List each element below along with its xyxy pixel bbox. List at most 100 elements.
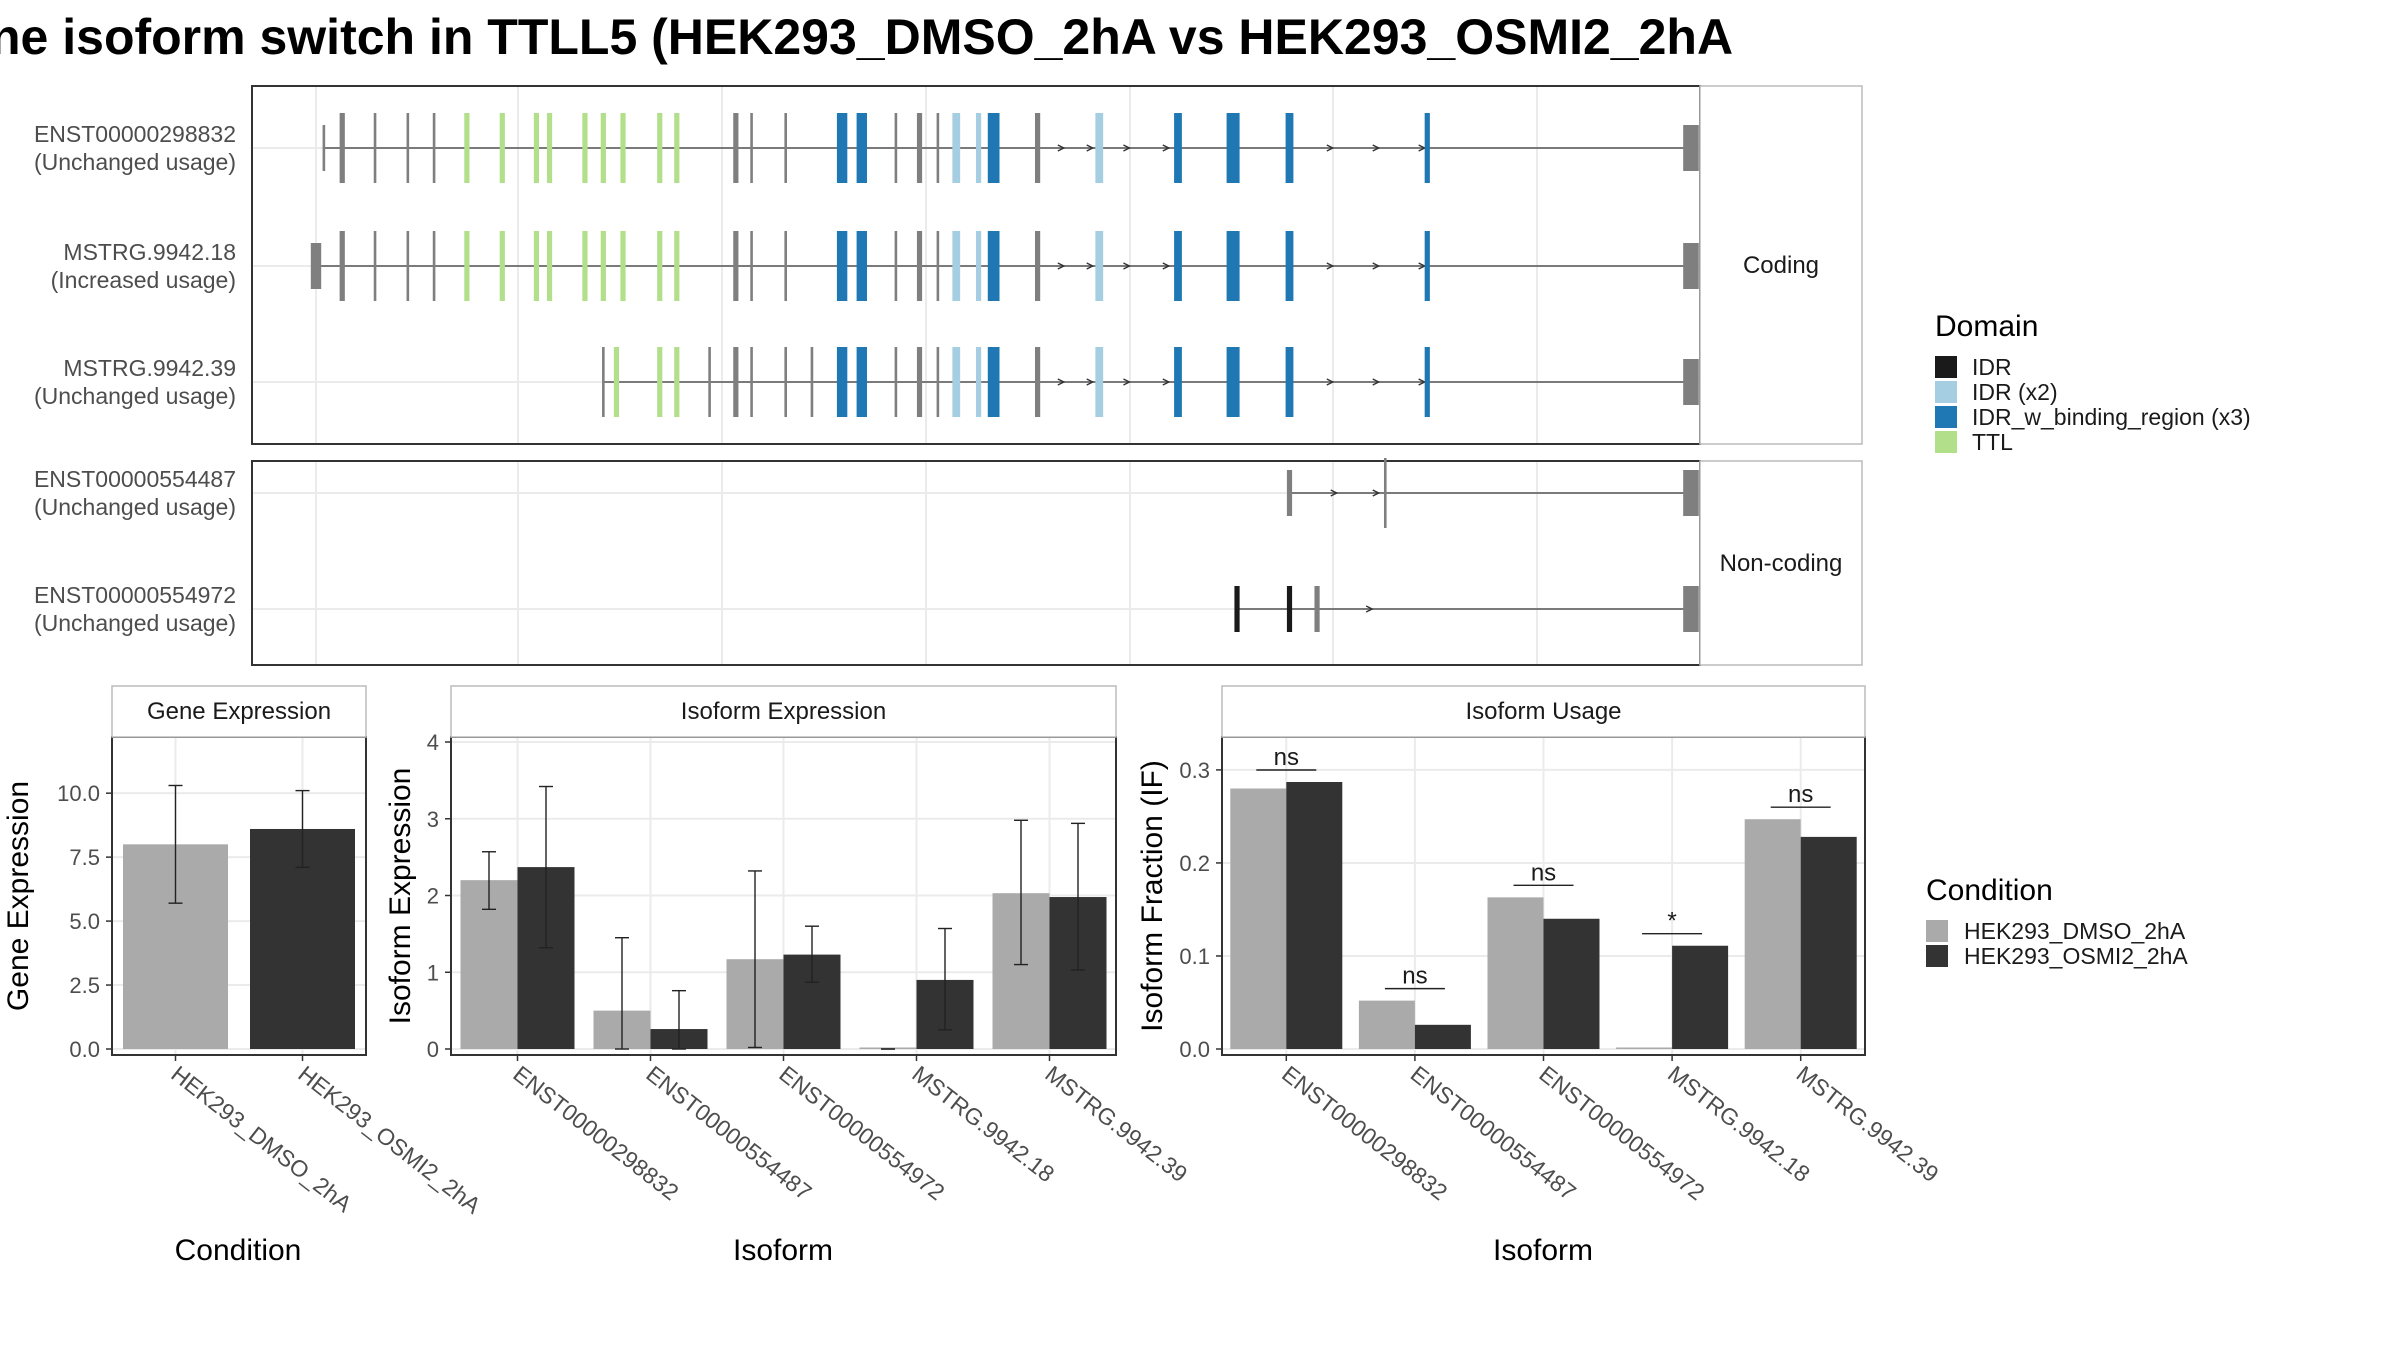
exon-block xyxy=(1424,347,1430,417)
exon-block xyxy=(373,231,377,301)
exon-block xyxy=(1683,359,1699,405)
exon-block xyxy=(987,113,996,183)
exon-block xyxy=(894,347,898,417)
exon-block xyxy=(602,347,605,417)
strand-arrow xyxy=(1162,262,1171,270)
transcript-row: ENST00000298832(Unchanged usage) xyxy=(34,113,1699,183)
exon-block xyxy=(936,347,940,417)
exon-block xyxy=(1286,586,1293,632)
y-axis-title: Isoform Fraction (IF) xyxy=(1136,760,1169,1032)
exon-block xyxy=(784,113,787,183)
exon-block xyxy=(339,231,345,301)
significance-label: * xyxy=(1667,908,1676,935)
chart-strip xyxy=(450,685,1117,738)
exon-block xyxy=(1683,125,1699,171)
exon-block xyxy=(952,347,961,417)
chart-title: Gene Expression xyxy=(147,698,331,725)
bar xyxy=(1616,1047,1673,1049)
exon-block xyxy=(657,347,663,417)
y-tick-label: 10.0 xyxy=(57,781,100,806)
condition-legend-swatch xyxy=(1926,920,1948,942)
domain-legend-label: TTL xyxy=(1972,429,2013,455)
strand-arrow xyxy=(1086,262,1095,270)
bar-charts: Gene Expression0.02.55.07.510.0HEK293_DM… xyxy=(2,685,1944,1267)
exon-block xyxy=(916,113,923,183)
exon-block xyxy=(499,231,505,301)
bar xyxy=(1487,897,1544,1049)
exon-block xyxy=(991,113,1000,183)
exon-block xyxy=(1174,113,1182,183)
exon-block xyxy=(750,231,753,301)
exon-block xyxy=(533,231,540,301)
y-tick-label: 0.1 xyxy=(1179,944,1210,969)
transcript-name: MSTRG.9942.39 xyxy=(63,355,236,381)
exon-block xyxy=(674,113,680,183)
exon-block xyxy=(499,113,505,183)
exon-block xyxy=(916,347,923,417)
exon-block xyxy=(406,113,410,183)
strand-arrow xyxy=(1057,262,1066,270)
exon-block xyxy=(582,231,588,301)
condition-legend-label: HEK293_DMSO_2hA xyxy=(1964,918,2186,944)
strand-arrow xyxy=(1326,378,1335,386)
exon-block xyxy=(733,231,739,301)
exon-block xyxy=(708,347,711,417)
y-axis-title: Gene Expression xyxy=(2,781,35,1011)
exon-block xyxy=(1314,586,1320,632)
exon-block xyxy=(1095,347,1104,417)
domain-legend-label: IDR_w_binding_region (x3) xyxy=(1972,404,2251,430)
exon-block xyxy=(1683,470,1699,516)
exon-block xyxy=(975,231,982,301)
exon-block xyxy=(600,231,606,301)
strand-arrow xyxy=(1326,262,1335,270)
exon-block xyxy=(1174,347,1182,417)
exon-block xyxy=(1035,113,1041,183)
exon-block xyxy=(784,347,787,417)
exon-block xyxy=(464,231,470,301)
exon-block xyxy=(856,113,867,183)
exon-block xyxy=(856,347,867,417)
exon-block xyxy=(1424,113,1430,183)
domain-legend-swatch xyxy=(1935,381,1957,403)
exon-block xyxy=(322,125,326,171)
exon-block xyxy=(546,113,553,183)
exon-block xyxy=(952,231,961,301)
exon-block xyxy=(991,231,1000,301)
y-tick-label: 0.3 xyxy=(1179,758,1210,783)
domain-legend-swatch xyxy=(1935,431,1957,453)
x-tick-label: MSTRG.9942.39 xyxy=(1040,1060,1192,1187)
panel-strip-label: Coding xyxy=(1743,252,1819,279)
exon-block xyxy=(1226,347,1240,417)
exon-block xyxy=(975,347,982,417)
exon-block xyxy=(856,231,867,301)
exon-block xyxy=(310,243,322,289)
exon-block xyxy=(1234,586,1240,632)
strand-arrow xyxy=(1123,378,1132,386)
exon-block xyxy=(1285,113,1294,183)
significance-label: ns xyxy=(1274,744,1299,771)
strand-arrow xyxy=(1330,489,1339,497)
exon-block xyxy=(894,231,898,301)
strand-arrow xyxy=(1372,489,1381,497)
domain-legend-label: IDR (x2) xyxy=(1972,379,2058,405)
exon-block xyxy=(936,113,940,183)
exon-block xyxy=(1095,113,1104,183)
exon-block xyxy=(987,231,996,301)
condition-legend-label: HEK293_OSMI2_2hA xyxy=(1964,943,2188,969)
exon-block xyxy=(657,113,663,183)
exon-block xyxy=(1035,347,1041,417)
y-tick-label: 0.0 xyxy=(69,1037,100,1062)
exon-block xyxy=(432,113,436,183)
bar xyxy=(1414,1024,1471,1049)
exon-block xyxy=(620,113,626,183)
panel-strip xyxy=(1699,460,1863,666)
domain-legend-title: Domain xyxy=(1935,310,2038,343)
exon-block xyxy=(339,113,345,183)
exon-block xyxy=(674,347,680,417)
figure-title: ne isoform switch in TTLL5 (HEK293_DMSO_… xyxy=(0,9,1733,65)
exon-block xyxy=(406,231,410,301)
